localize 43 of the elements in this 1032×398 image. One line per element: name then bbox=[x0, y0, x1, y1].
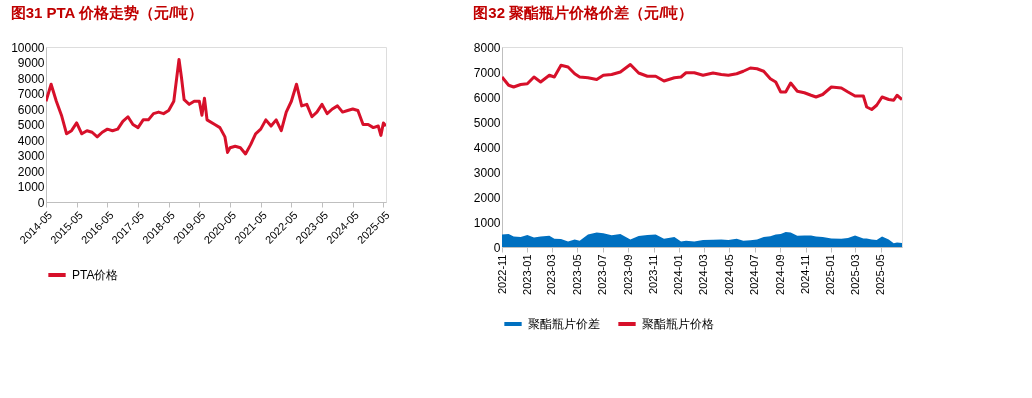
y-tick-label: 1000 bbox=[17, 180, 45, 194]
line-series bbox=[502, 63, 902, 111]
y-tick-label: 4000 bbox=[17, 133, 45, 148]
x-tick-label: 2024-03 bbox=[697, 254, 710, 295]
y-tick-label: 2000 bbox=[17, 164, 45, 179]
x-tick-label: 2023-11 bbox=[647, 254, 660, 295]
y-tick-label: 4000 bbox=[473, 140, 501, 155]
x-tick-label: 2024-05 bbox=[722, 254, 735, 295]
line-series bbox=[46, 57, 386, 156]
x-tick-label: 2024-11 bbox=[799, 254, 812, 295]
chart-title: 图32 聚酯瓶片价格价差（元/吨） bbox=[473, 4, 694, 21]
legend-label: 聚酯瓶片价格 bbox=[642, 317, 714, 331]
x-tick-label: 2025-01 bbox=[824, 254, 837, 295]
y-tick-label: 0 bbox=[493, 240, 501, 255]
y-tick-label: 10000 bbox=[11, 40, 45, 55]
x-tick-label: 2024-09 bbox=[773, 254, 786, 295]
y-tick-label: 6000 bbox=[473, 90, 501, 105]
y-tick-label: 0 bbox=[37, 195, 45, 210]
y-tick-label: 5000 bbox=[473, 115, 501, 130]
y-tick-label: 7000 bbox=[473, 65, 501, 80]
x-tick-label: 2023-01 bbox=[520, 254, 533, 295]
y-tick-label: 7000 bbox=[17, 87, 45, 101]
chart-title: 图31 PTA 价格走势（元/吨） bbox=[10, 4, 204, 21]
x-tick-label: 2023-07 bbox=[596, 254, 609, 295]
y-tick-label: 3000 bbox=[473, 165, 501, 180]
x-tick-label: 2025-03 bbox=[848, 254, 861, 295]
x-tick-label: 2024-07 bbox=[748, 254, 761, 295]
y-tick-label: 8000 bbox=[17, 71, 45, 86]
y-tick-label: 6000 bbox=[17, 102, 45, 117]
y-tick-label: 8000 bbox=[473, 40, 501, 55]
x-tick-label: 2023-05 bbox=[570, 254, 583, 295]
y-tick-label: 9000 bbox=[17, 56, 45, 70]
x-tick-label: 2023-09 bbox=[621, 254, 634, 295]
legend-label: PTA价格 bbox=[72, 268, 119, 282]
x-tick-label: 2025-05 bbox=[874, 254, 887, 295]
x-tick-label: 2024-01 bbox=[672, 254, 685, 295]
y-tick-label: 5000 bbox=[17, 118, 45, 132]
y-tick-label: 1000 bbox=[473, 215, 501, 230]
x-tick-label: 2022-11 bbox=[495, 254, 508, 295]
legend-label: 聚酯瓶片价差 bbox=[528, 317, 600, 331]
x-tick-label: 2023-03 bbox=[545, 254, 558, 295]
y-tick-label: 2000 bbox=[473, 190, 501, 205]
y-tick-label: 3000 bbox=[17, 149, 45, 163]
